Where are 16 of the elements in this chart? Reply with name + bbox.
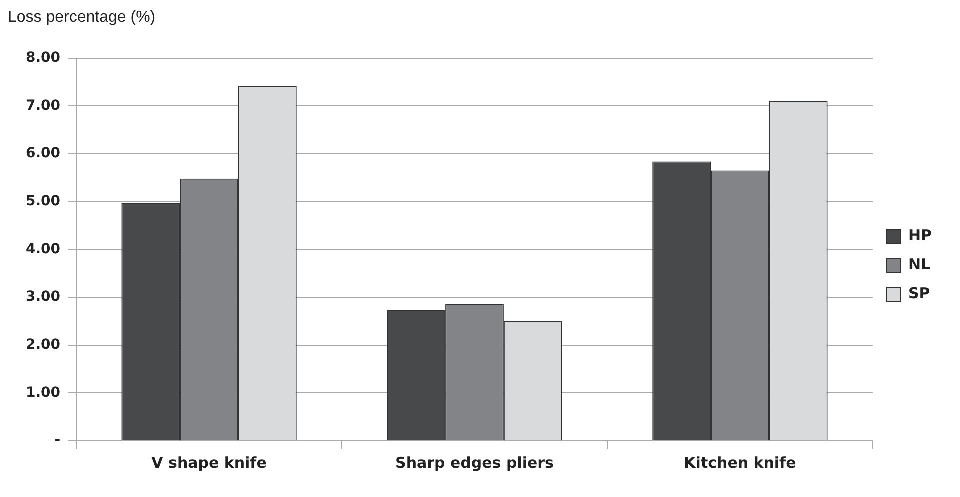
legend-label: SP	[908, 284, 930, 302]
y-axis-title: Loss percentage (%)	[8, 8, 157, 28]
x-tick-label: Sharp edges pliers	[396, 454, 554, 472]
y-tick-label: 7.00	[26, 98, 61, 114]
x-tick-label: Kitchen knife	[684, 454, 796, 472]
y-tick-label: 2.00	[26, 336, 61, 353]
x-tick-label: V shape knife	[152, 454, 267, 472]
y-tick-label: 8.00	[26, 50, 61, 66]
y-tick-label: 5.00	[26, 194, 61, 210]
legend-label: HP	[908, 226, 932, 244]
y-tick-label: 4.00	[26, 241, 61, 258]
y-tick-label: 3.00	[26, 289, 61, 306]
y-tick-label: -	[54, 432, 61, 449]
y-tick-label: 1.00	[26, 384, 61, 401]
legend-label: NL	[908, 255, 932, 274]
y-tick-label: 6.00	[26, 146, 61, 162]
